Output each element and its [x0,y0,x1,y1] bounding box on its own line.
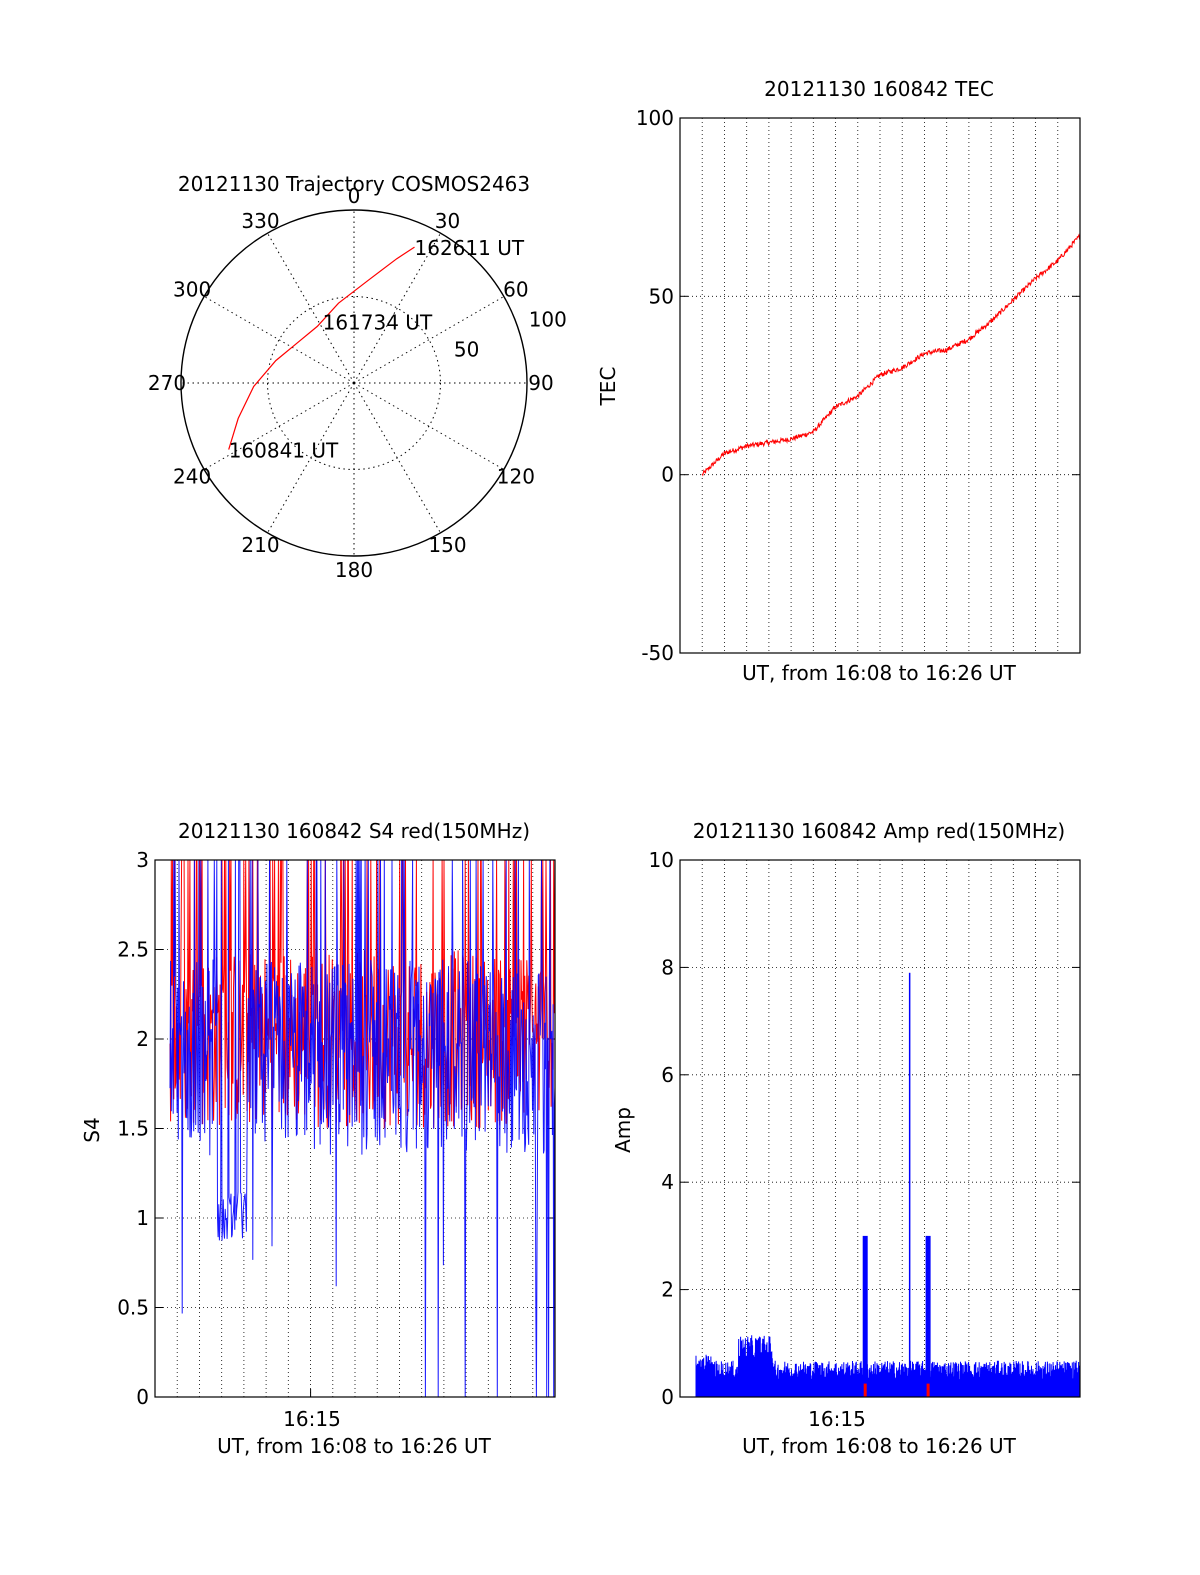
polar-series [228,246,415,450]
polar-radial-labels: 50 100 [454,308,567,362]
polar-spoke-330 [267,232,355,384]
amp-chart: 20121130 160842 Amp red(150MHz) 16:15 UT… [611,819,1081,1458]
amp-ytick-label: 8 [661,955,674,979]
s4-ytick-label: 0.5 [117,1296,149,1320]
polar-spoke-240 [203,382,355,470]
polar-annotations: 162611 UT 161734 UT 160841 UT [229,236,525,463]
s4-frame [154,859,556,1398]
amp-ytick-label: 6 [661,1063,674,1087]
tec-chart: 20121130 160842 TEC UT, from 16:08 to 16… [596,77,1081,685]
tec-frame [679,117,1081,654]
tec-series [701,233,1081,477]
amp-ytick-label: 10 [649,848,674,872]
polar-outer-circle [180,209,528,557]
amp-ylabel: Amp [611,1107,635,1153]
polar-trajectory-line [228,246,415,450]
s4-ytick-label: 3 [136,848,149,872]
s4-title: 20121130 160842 S4 red(150MHz) [178,819,530,843]
amp-xtick-label: 16:15 [808,1407,866,1431]
tec-line [701,233,1081,477]
tec-ytick-label: 0 [661,463,674,487]
amp-ytick-label: 4 [661,1170,674,1194]
polar-azimuth-labels: 0 30 60 90 120 150 180 210 240 270 300 330 [148,184,554,582]
tec-title: 20121130 160842 TEC [764,77,994,101]
amp-title: 20121130 160842 Amp red(150MHz) [693,819,1065,843]
amp-red-marker-0 [863,1383,867,1397]
polar-az-label-330: 330 [241,209,279,233]
polar-az-label-60: 60 [503,278,528,302]
s4-ytick-label: 2 [136,1027,149,1051]
polar-title: 20121130 Trajectory COSMOS2463 [178,172,530,196]
amp-blue-fill [695,1335,1081,1398]
amp-ytick-label: 0 [661,1385,674,1409]
polar-az-label-300: 300 [173,278,211,302]
polar-az-label-120: 120 [497,465,535,489]
polar-az-label-180: 180 [335,558,373,582]
polar-az-label-240: 240 [173,465,211,489]
s4-ylabel: S4 [80,1117,104,1142]
polar-annotation-0: 162611 UT [415,236,525,260]
polar-spoke-150 [353,382,441,534]
s4-xlabel: UT, from 16:08 to 16:26 UT [217,1434,492,1458]
amp-y-ticks: 0 2 4 6 8 10 [649,848,1080,1409]
s4-ytick-label: 1.5 [117,1117,149,1141]
polar-az-label-30: 30 [435,209,460,233]
polar-radial-label-100: 100 [529,308,567,332]
polar-grid [180,209,528,557]
tec-ytick-label: 50 [649,284,674,308]
polar-spoke-120 [353,382,505,470]
tec-ylabel: TEC [596,367,620,407]
amp-red-marker-1 [926,1383,930,1397]
amp-spike-0 [862,1235,868,1397]
tec-xlabel: UT, from 16:08 to 16:26 UT [742,661,1017,685]
amp-grid [680,860,1080,1397]
s4-series [169,859,556,1398]
s4-xtick-label: 16:15 [283,1407,341,1431]
polar-annotation-2: 160841 UT [229,439,339,463]
s4-blue-line [169,859,556,1398]
amp-ytick-label: 2 [661,1278,674,1302]
polar-spoke-60 [353,296,505,384]
s4-ytick-label: 1 [136,1206,149,1230]
polar-az-label-210: 210 [241,533,279,557]
s4-ytick-label: 2.5 [117,938,149,962]
polar-az-label-0: 0 [348,184,361,208]
polar-trajectory-chart: 20121130 Trajectory COSMOS2463 0 30 60 90 12… [148,172,567,582]
amp-spike-2 [925,1235,931,1397]
polar-radial-label-50: 50 [454,337,479,361]
tec-y-ticks: -50 0 50 100 [636,106,1080,665]
s4-chart: 20121130 160842 S4 red(150MHz) 16:15 UT,… [80,819,556,1458]
amp-spike-1 [908,972,911,1397]
s4-ytick-label: 0 [136,1385,149,1409]
polar-az-label-270: 270 [148,371,186,395]
amp-xlabel: UT, from 16:08 to 16:26 UT [742,1434,1017,1458]
polar-az-label-150: 150 [428,533,466,557]
polar-annotation-1: 161734 UT [323,310,433,334]
tec-ytick-label: -50 [641,641,674,665]
tec-grid [680,118,1080,653]
amp-frame [679,859,1081,1398]
polar-spoke-300 [203,296,355,384]
polar-spoke-30 [353,232,441,384]
amp-series [695,972,1081,1398]
polar-az-label-90: 90 [528,371,553,395]
polar-spoke-210 [267,382,355,534]
tec-ytick-label: 100 [636,106,674,130]
